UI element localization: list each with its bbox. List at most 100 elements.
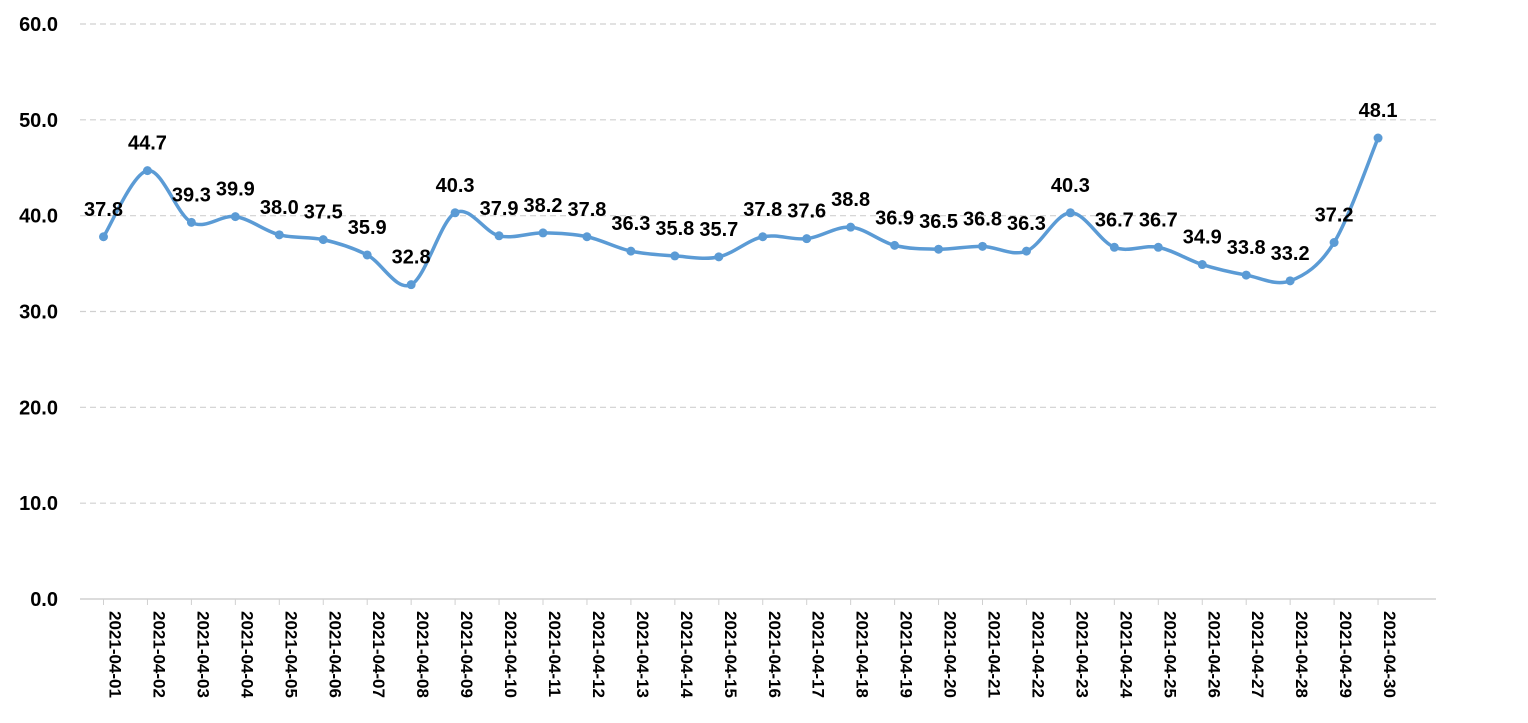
x-tick-label: 2021-04-11: [545, 611, 564, 697]
x-tick-label: 2021-04-23: [1072, 611, 1091, 698]
x-tick-label: 2021-04-10: [501, 611, 520, 698]
y-tick-label: 50.0: [19, 110, 58, 132]
data-point: [362, 250, 372, 260]
data-point: [274, 230, 284, 240]
x-tick-label: 2021-04-25: [1160, 611, 1179, 698]
data-label: 37.8: [84, 199, 123, 221]
data-label: 48.1: [1359, 100, 1398, 122]
data-point: [1021, 246, 1031, 256]
data-point: [186, 217, 196, 227]
x-tick-label: 2021-04-17: [809, 611, 828, 698]
data-points: [99, 133, 1383, 290]
x-tick-label: 2021-04-13: [633, 611, 652, 698]
data-label: 44.7: [128, 133, 167, 155]
data-point: [1153, 242, 1163, 252]
y-axis: 0.0 10.0 20.0 30.0 40.0 50.0 60.0: [19, 14, 58, 611]
gridlines: [80, 23, 1436, 504]
data-point: [494, 231, 504, 241]
data-point: [1109, 242, 1119, 252]
data-point: [582, 232, 592, 242]
data-point: [318, 235, 328, 245]
x-tick-label: 2021-04-02: [149, 611, 168, 698]
x-tick-label: 2021-04-15: [721, 611, 740, 698]
x-tick-label: 2021-04-24: [1116, 611, 1135, 699]
x-tick-label: 2021-04-20: [941, 611, 960, 698]
x-tick-label: 2021-04-16: [765, 611, 784, 698]
x-tick-label: 2021-04-12: [589, 611, 608, 698]
y-tick-label: 10.0: [19, 493, 58, 515]
y-tick-label: 30.0: [19, 302, 58, 324]
data-point: [934, 244, 944, 254]
data-label: 37.8: [567, 199, 606, 221]
x-tick-label: 2021-04-26: [1204, 611, 1223, 698]
x-tick-label: 2021-04-08: [413, 611, 432, 698]
data-label: 36.5: [919, 211, 958, 233]
data-label: 37.8: [743, 199, 782, 221]
data-label: 33.8: [1227, 237, 1266, 259]
x-tick-label: 2021-04-21: [985, 611, 1004, 698]
data-label: 37.9: [480, 198, 519, 220]
x-tick-label: 2021-04-29: [1336, 611, 1355, 698]
data-label: 35.8: [655, 218, 694, 240]
x-tick-label: 2021-04-06: [325, 611, 344, 698]
x-tick-label: 2021-04-07: [369, 611, 388, 698]
data-label: 39.3: [172, 184, 211, 206]
data-label: 36.3: [1007, 213, 1046, 235]
data-label: 35.9: [348, 217, 387, 239]
data-label: 40.3: [436, 175, 475, 197]
series-line-group: [101, 136, 1380, 288]
x-tick-label: 2021-04-14: [677, 611, 696, 699]
data-labels: 37.844.739.3 39.938.0 37.535.932.840.337.9…: [84, 100, 1397, 269]
data-label: 35.7: [699, 219, 738, 241]
data-label: 36.8: [963, 208, 1002, 230]
data-label: 37.2: [1315, 205, 1354, 227]
data-label: 37.6: [787, 201, 826, 223]
x-tick-label: 2021-04-01: [106, 611, 125, 698]
x-tick-label: 2021-04-30: [1380, 611, 1399, 698]
data-point: [670, 251, 680, 261]
data-label: 36.7: [1139, 209, 1178, 231]
series-line: [101, 136, 1380, 288]
y-tick-label: 0.0: [30, 589, 58, 611]
data-point: [1241, 270, 1251, 280]
x-tick-label: 2021-04-18: [853, 611, 872, 698]
data-label: 38.2: [524, 195, 563, 217]
data-point: [142, 166, 152, 176]
data-point: [1285, 276, 1295, 286]
data-point: [626, 246, 636, 256]
x-tick-label: 2021-04-19: [897, 611, 916, 698]
data-point: [538, 228, 548, 238]
data-label: 39.9: [216, 179, 255, 201]
x-tick-label: 2021-04-28: [1292, 611, 1311, 698]
data-label: 34.9: [1183, 227, 1222, 249]
data-label: 38.8: [831, 189, 870, 211]
data-point: [406, 280, 416, 290]
data-point: [846, 222, 856, 232]
data-point: [1373, 133, 1383, 143]
x-tick-label: 2021-04-04: [237, 611, 256, 699]
data-point: [758, 232, 768, 242]
data-point: [714, 252, 724, 262]
data-label: 36.9: [875, 207, 914, 229]
data-label: 37.5: [304, 202, 343, 224]
x-tick-label: 2021-04-09: [457, 611, 476, 698]
data-label: 33.2: [1271, 243, 1310, 265]
x-tick-label: 2021-04-27: [1248, 611, 1267, 698]
data-point: [1197, 260, 1207, 270]
y-tick-label: 20.0: [19, 397, 58, 419]
data-label: 38.0: [260, 197, 299, 219]
data-point: [1329, 238, 1339, 247]
x-tick-label: 2021-04-03: [193, 611, 212, 698]
x-tick-label: 2021-04-22: [1028, 611, 1047, 698]
x-axis: 2021-04-01 2021-04-02 2021-04-03 2021-04-04…: [80, 598, 1436, 699]
y-tick-label: 40.0: [19, 206, 58, 228]
data-label: 40.3: [1051, 175, 1090, 197]
y-tick-label: 60.0: [19, 14, 58, 36]
data-point: [890, 240, 900, 250]
data-point: [978, 241, 987, 251]
data-label: 32.8: [392, 247, 431, 269]
data-point: [230, 212, 240, 222]
data-point: [1065, 208, 1075, 218]
data-point: [802, 234, 812, 244]
